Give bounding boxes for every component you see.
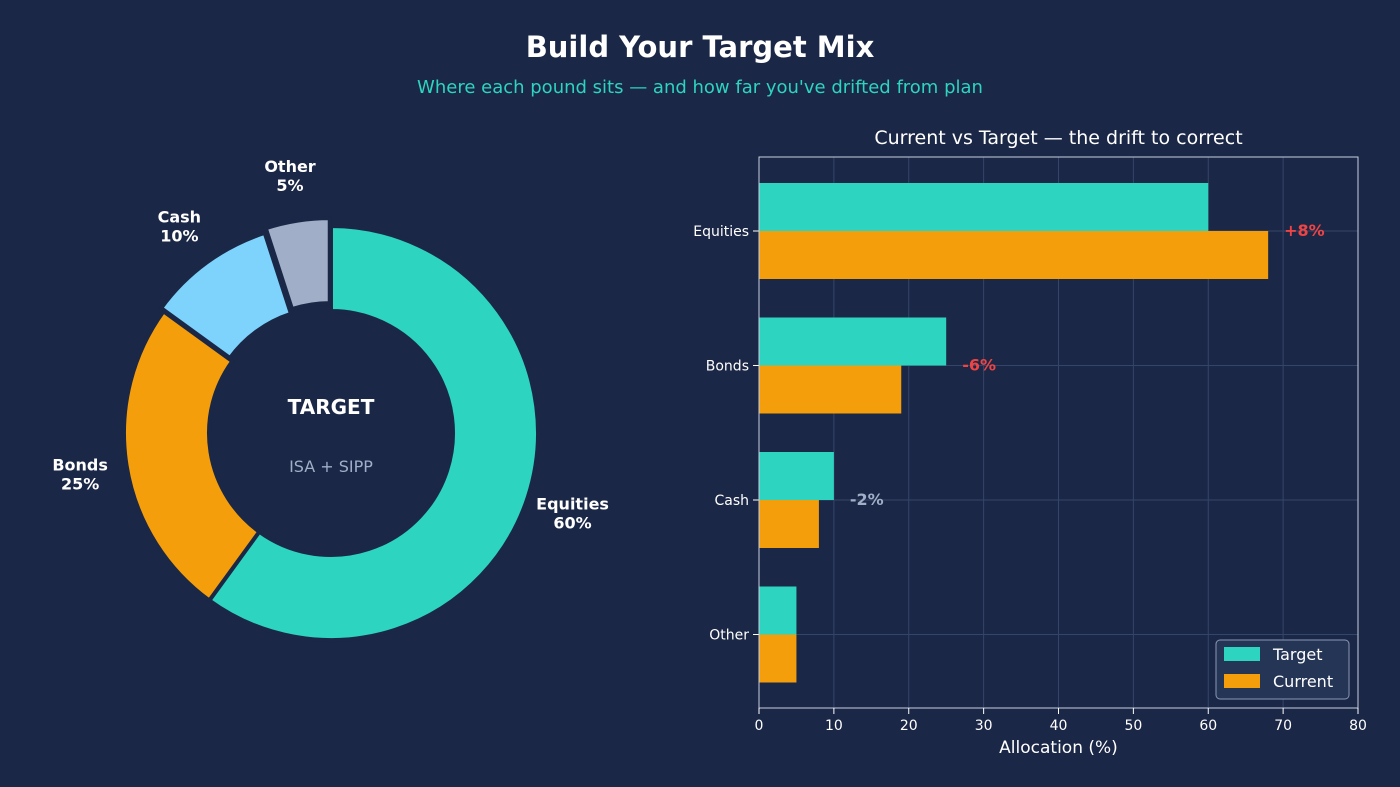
bar-current-bonds bbox=[759, 365, 902, 414]
y-tick-label-bonds: Bonds bbox=[706, 359, 749, 375]
x-tick-label: 70 bbox=[1274, 718, 1292, 734]
x-tick-label: 80 bbox=[1349, 718, 1367, 734]
bar-chart: Current vs Target — the drift to correct… bbox=[693, 127, 1367, 758]
drift-label-bonds: -6% bbox=[962, 356, 996, 375]
bar-current-other bbox=[759, 634, 797, 683]
bar-target-cash bbox=[759, 452, 834, 500]
x-axis-label: Allocation (%) bbox=[999, 738, 1118, 758]
legend-label-target: Target bbox=[1272, 645, 1323, 664]
donut-slice-other bbox=[263, 216, 332, 312]
x-tick-label: 60 bbox=[1199, 718, 1217, 734]
y-tick-label-other: Other bbox=[709, 628, 749, 644]
bar-current-equities bbox=[759, 231, 1269, 279]
x-tick-label: 40 bbox=[1050, 718, 1068, 734]
bar-target-bonds bbox=[759, 317, 947, 366]
x-tick-label: 20 bbox=[900, 718, 918, 734]
x-tick-label: 30 bbox=[975, 718, 993, 734]
bar-chart-title: Current vs Target — the drift to correct bbox=[874, 127, 1242, 149]
donut-chart: Equities 60% Bonds 25% Cash 10% Other 5% TARGET I… bbox=[52, 157, 609, 642]
page-title: Build Your Target Mix bbox=[525, 30, 875, 64]
x-tick-label: 10 bbox=[825, 718, 843, 734]
donut-slice-equities bbox=[206, 223, 540, 642]
x-tick-label: 50 bbox=[1124, 718, 1142, 734]
donut-label-bonds: Bonds 25% bbox=[52, 456, 108, 494]
x-tick-label: 0 bbox=[755, 718, 764, 734]
donut-label-other: Other 5% bbox=[264, 157, 315, 195]
donut-label-equities: Equities 60% bbox=[536, 494, 609, 532]
bar-target-equities bbox=[759, 183, 1209, 231]
bar-current-cash bbox=[759, 500, 819, 548]
donut-slice-bonds bbox=[122, 308, 263, 604]
legend-swatch-current bbox=[1224, 674, 1260, 688]
drift-label-equities: +8% bbox=[1284, 221, 1325, 240]
drift-label-cash: -2% bbox=[850, 490, 884, 509]
donut-slice-cash bbox=[158, 230, 294, 361]
donut-center-subtitle: ISA + SIPP bbox=[289, 457, 373, 476]
legend-swatch-target bbox=[1224, 647, 1260, 661]
legend-label-current: Current bbox=[1273, 672, 1333, 691]
bar-target-other bbox=[759, 586, 797, 635]
y-tick-label-equities: Equities bbox=[693, 224, 749, 240]
donut-center-title: TARGET bbox=[288, 395, 375, 419]
y-tick-label-cash: Cash bbox=[714, 493, 749, 509]
donut-label-cash: Cash 10% bbox=[158, 207, 201, 245]
page-subtitle: Where each pound sits — and how far you'… bbox=[417, 77, 983, 98]
